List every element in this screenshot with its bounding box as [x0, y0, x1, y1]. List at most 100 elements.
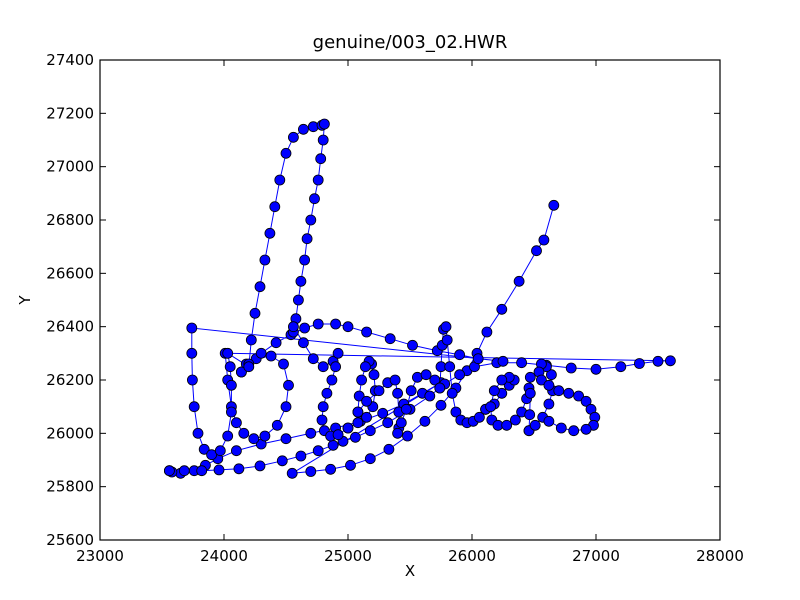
data-point: [389, 374, 401, 386]
data-point: [565, 362, 577, 374]
data-point: [321, 387, 333, 399]
data-point: [402, 430, 413, 442]
data-point: [264, 227, 276, 239]
data-point: [524, 371, 536, 383]
y-tick-label: 26600: [46, 264, 94, 282]
data-point: [326, 374, 338, 386]
data-point: [473, 411, 485, 423]
data-point: [254, 281, 266, 293]
data-point: [280, 433, 292, 445]
data-point: [353, 390, 365, 402]
data-point: [590, 363, 602, 375]
data-point: [243, 361, 255, 373]
data-point: [377, 407, 389, 419]
data-point: [238, 427, 250, 439]
data-point: [317, 361, 329, 373]
data-point: [472, 353, 484, 365]
data-point: [297, 337, 309, 349]
data-point: [278, 358, 289, 370]
data-point: [450, 406, 462, 418]
data-point: [287, 131, 299, 143]
data-point: [305, 214, 317, 226]
data-point: [361, 411, 373, 423]
data-point: [488, 385, 500, 397]
y-tick-label: 25600: [46, 531, 94, 549]
y-tick-label: 26000: [46, 424, 94, 442]
x-tick-label: 25000: [324, 547, 372, 565]
data-point: [665, 355, 676, 367]
data-point: [330, 361, 342, 373]
data-point: [225, 379, 237, 391]
data-point: [395, 417, 407, 429]
data-point: [286, 467, 298, 479]
data-point: [254, 460, 266, 472]
y-tick-label: 26400: [46, 318, 94, 336]
data-point: [295, 450, 307, 462]
y-tick-label: 27200: [46, 104, 94, 122]
x-tick-label: 24000: [200, 547, 248, 565]
data-point: [580, 423, 592, 435]
data-point: [186, 347, 198, 359]
data-point: [383, 443, 395, 455]
data-point: [230, 417, 242, 429]
data-point: [312, 445, 324, 457]
x-tick-label: 26000: [448, 547, 496, 565]
data-point: [233, 463, 245, 475]
data-point: [301, 233, 313, 245]
plot-frame: [99, 59, 721, 541]
data-point: [446, 387, 458, 399]
data-point: [546, 369, 557, 381]
data-point: [222, 347, 234, 359]
data-point: [440, 321, 452, 333]
data-point: [312, 174, 324, 186]
data-point: [481, 326, 493, 338]
data-point: [516, 357, 527, 369]
data-point: [573, 390, 584, 402]
data-point: [400, 403, 412, 415]
data-point: [214, 445, 226, 457]
x-tick-label: 23000: [76, 547, 124, 565]
data-point: [435, 399, 447, 411]
data-point: [245, 334, 257, 346]
data-point: [259, 254, 271, 266]
data-point: [316, 414, 328, 426]
data-point: [361, 395, 373, 407]
data-point: [222, 430, 234, 442]
data-point: [280, 401, 292, 413]
data-point: [405, 385, 417, 397]
data-point: [186, 374, 198, 386]
data-point: [317, 134, 329, 146]
data-point: [496, 374, 508, 386]
data-point: [317, 401, 329, 413]
data-point: [368, 369, 380, 381]
data-point: [553, 385, 565, 397]
data-point: [259, 430, 271, 442]
data-point: [510, 414, 521, 426]
data-point: [255, 347, 267, 359]
data-point: [327, 439, 339, 451]
data-point: [213, 464, 225, 476]
x-tick-label: 27000: [572, 547, 620, 565]
data-point: [206, 449, 218, 461]
y-tick-label: 27000: [46, 158, 94, 176]
data-point: [568, 425, 580, 437]
data-point: [548, 199, 560, 211]
data-point: [318, 118, 330, 130]
data-point: [424, 390, 436, 402]
data-point: [524, 409, 536, 421]
data-point: [352, 417, 364, 429]
data-point: [332, 429, 344, 441]
plot-layer: [163, 118, 676, 479]
data-point: [543, 398, 555, 410]
x-axis-label: X: [405, 562, 415, 580]
chart-title: genuine/003_02.HWR: [313, 32, 508, 53]
data-point: [434, 382, 446, 394]
data-point: [529, 419, 541, 431]
data-point: [312, 318, 324, 330]
data-point: [419, 415, 431, 427]
data-point: [225, 406, 237, 418]
data-point: [270, 337, 282, 349]
data-point: [235, 366, 247, 378]
data-point: [361, 326, 373, 338]
